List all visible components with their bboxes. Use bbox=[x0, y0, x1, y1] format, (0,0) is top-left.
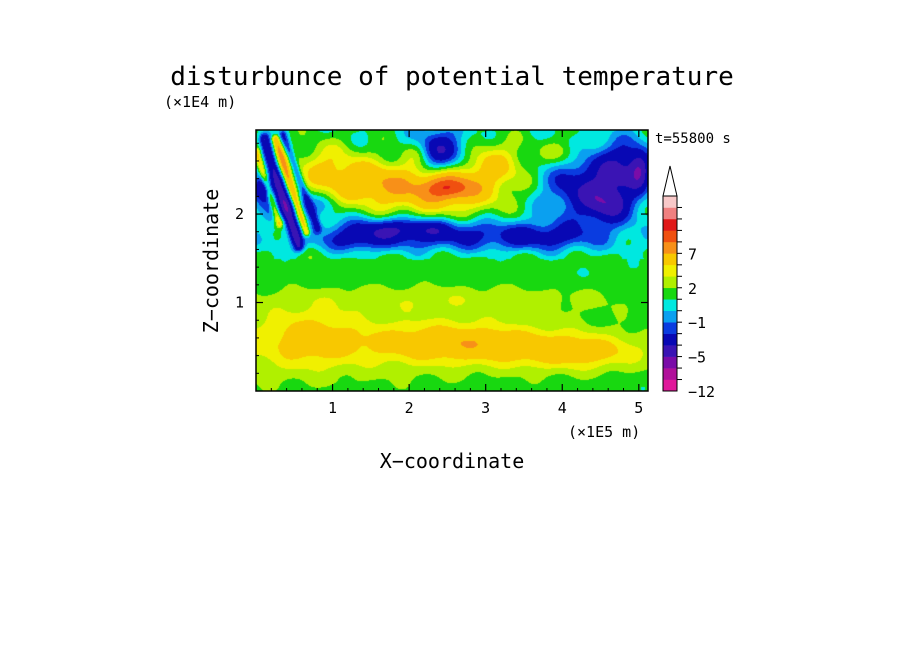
colorbar-swatch bbox=[663, 368, 677, 380]
colorbar-swatch bbox=[663, 276, 677, 289]
colorbar-label: −12 bbox=[688, 383, 715, 401]
heatmap-field bbox=[256, 130, 648, 391]
y-axis: 12 bbox=[235, 142, 648, 374]
x-tick-label: 3 bbox=[481, 399, 490, 417]
colorbar-swatch bbox=[663, 253, 677, 266]
y-tick-label: 2 bbox=[235, 205, 244, 223]
colorbar-swatch bbox=[663, 345, 677, 357]
colorbar-swatch bbox=[663, 230, 677, 243]
colorbar-swatch bbox=[663, 264, 677, 277]
colorbar-frame bbox=[662, 195, 678, 392]
time-label: t=55800 s bbox=[655, 131, 731, 147]
heatmap-canvas bbox=[256, 130, 648, 391]
colorbar-swatch bbox=[663, 207, 677, 220]
x-axis-label: X−coordinate bbox=[380, 449, 525, 473]
colorbar-swatch bbox=[663, 196, 677, 208]
colorbar-extend-arrow bbox=[662, 165, 678, 197]
x-tick-label: 4 bbox=[558, 399, 567, 417]
colorbar-swatch bbox=[663, 299, 677, 312]
colorbar-label: −5 bbox=[688, 349, 706, 367]
colorbar-swatch bbox=[663, 241, 677, 254]
x-axis: 1 2 3 4 5 bbox=[270, 130, 643, 417]
colorbar-label: −1 bbox=[688, 314, 706, 332]
colorbar: 7 2 −1 −5 −12 bbox=[662, 165, 715, 401]
colorbar-swatch bbox=[663, 218, 677, 231]
colorbar-swatch bbox=[663, 379, 677, 392]
plot-area bbox=[255, 129, 649, 392]
x-tick-label: 2 bbox=[405, 399, 414, 417]
colorbar-swatch bbox=[663, 322, 677, 334]
colorbar-swatch bbox=[663, 333, 677, 346]
x-unit-label: (×1E5 m) bbox=[568, 423, 640, 441]
colorbar-swatch bbox=[663, 356, 677, 369]
x-tick-label: 5 bbox=[634, 399, 643, 417]
colorbar-swatch bbox=[663, 310, 677, 323]
y-axis-label: Z−coordinate bbox=[199, 189, 223, 334]
y-tick-label: 1 bbox=[235, 294, 244, 312]
x-tick-label: 1 bbox=[328, 399, 337, 417]
chart-title: disturbunce of potential temperature bbox=[170, 62, 734, 92]
colorbar-swatch bbox=[663, 287, 677, 300]
colorbar-label: 2 bbox=[688, 280, 697, 298]
colorbar-label: 7 bbox=[688, 245, 697, 263]
plot-frame bbox=[255, 129, 649, 392]
y-unit-label: (×1E4 m) bbox=[164, 93, 236, 111]
